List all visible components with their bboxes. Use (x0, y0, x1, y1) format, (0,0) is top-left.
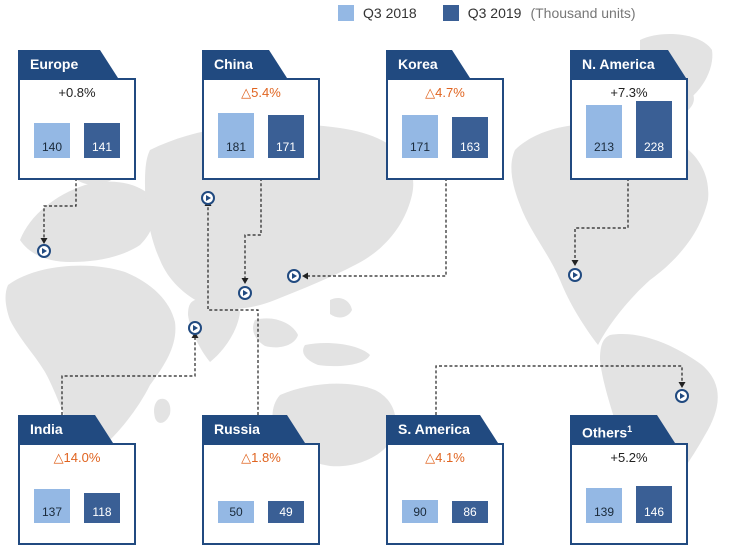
change-label: +5.2% (610, 450, 648, 465)
bar-value-label: 137 (41, 505, 63, 519)
bar-q3-2018: 181 (218, 113, 254, 158)
region-chart: △5.4% 181 171 (202, 78, 320, 180)
bar-value-label: 86 (463, 505, 477, 519)
bar-value-label: 146 (643, 505, 665, 519)
bar-q3-2018: 90 (402, 500, 438, 523)
bar-value-label: 171 (409, 140, 431, 154)
bar-value-label: 181 (225, 140, 247, 154)
bar-q3-2019: 163 (452, 117, 488, 158)
region-chart: △4.1% 90 86 (386, 443, 504, 545)
bar-q3-2018: 139 (586, 488, 622, 523)
bar-q3-2019: 86 (452, 501, 488, 523)
region-card-europe: Europe +0.8% 140 141 (18, 50, 136, 180)
region-card-s-america: S. America △4.1% 90 86 (386, 415, 504, 545)
region-chart: +5.2% 139 146 (570, 443, 688, 545)
region-title: Russia (202, 415, 305, 443)
region-card-india: India △14.0% 137 118 (18, 415, 136, 545)
region-title: Europe (18, 50, 118, 78)
change-label: △1.8% (241, 450, 281, 465)
bar-value-label: 49 (279, 505, 293, 519)
change-label: △4.7% (425, 85, 465, 100)
region-name: N. America (582, 56, 655, 72)
legend-swatch-q3-2018 (338, 5, 354, 21)
change-label: △4.1% (425, 450, 465, 465)
region-card-n-america: N. America +7.3% 213 228 (570, 50, 688, 180)
change-label: △5.4% (241, 85, 281, 100)
bar-value-label: 140 (41, 140, 63, 154)
bar-q3-2018: 50 (218, 501, 254, 523)
region-name: Korea (398, 56, 438, 72)
region-card-russia: Russia △1.8% 50 49 (202, 415, 320, 545)
region-title: India (18, 415, 113, 443)
region-name: Europe (30, 56, 79, 72)
region-chart: △1.8% 50 49 (202, 443, 320, 545)
legend-unit: (Thousand units) (530, 5, 636, 21)
bar-q3-2019: 228 (636, 101, 672, 158)
bar-q3-2018: 140 (34, 123, 70, 158)
legend-label-q3-2019: Q3 2019 (467, 5, 522, 21)
region-card-china: China △5.4% 181 171 (202, 50, 320, 180)
bar-q3-2019: 49 (268, 501, 304, 523)
legend-swatch-q3-2019 (442, 5, 459, 21)
change-label: +0.8% (58, 85, 96, 100)
bar-q3-2019: 171 (268, 115, 304, 158)
region-card-others: Others1 +5.2% 139 146 (570, 415, 688, 545)
region-title: China (202, 50, 287, 78)
bar-value-label: 228 (643, 140, 665, 154)
region-title: S. America (386, 415, 498, 443)
change-label: +7.3% (610, 85, 648, 100)
region-title: N. America (570, 50, 686, 78)
region-name: China (214, 56, 253, 72)
region-name: S. America (398, 421, 470, 437)
change-label: △14.0% (53, 450, 101, 465)
bar-value-label: 141 (91, 140, 113, 154)
bar-q3-2018: 213 (586, 105, 622, 158)
bar-value-label: 50 (229, 505, 243, 519)
bar-value-label: 213 (593, 140, 615, 154)
bar-q3-2019: 146 (636, 486, 672, 523)
legend-label-q3-2018: Q3 2018 (363, 5, 417, 21)
region-title: Korea (386, 50, 470, 78)
bar-q3-2019: 118 (84, 493, 120, 523)
region-chart: +7.3% 213 228 (570, 78, 688, 180)
chart-legend: Q3 2018 Q3 2019 (Thousand units) (338, 3, 636, 23)
region-card-korea: Korea △4.7% 171 163 (386, 50, 504, 180)
bar-value-label: 163 (459, 140, 481, 154)
region-chart: △14.0% 137 118 (18, 443, 136, 545)
region-chart: △4.7% 171 163 (386, 78, 504, 180)
bar-value-label: 90 (413, 505, 427, 519)
bar-value-label: 118 (92, 505, 112, 519)
region-title: Others1 (570, 415, 675, 443)
region-chart: +0.8% 140 141 (18, 78, 136, 180)
bar-q3-2018: 137 (34, 489, 70, 523)
bar-q3-2018: 171 (402, 115, 438, 158)
bar-value-label: 171 (275, 140, 297, 154)
region-name: Russia (214, 421, 260, 437)
region-name: India (30, 421, 63, 437)
bar-q3-2019: 141 (84, 123, 120, 158)
footnote-marker: 1 (627, 424, 633, 434)
region-name: Others (582, 424, 628, 441)
bar-value-label: 139 (593, 505, 615, 519)
